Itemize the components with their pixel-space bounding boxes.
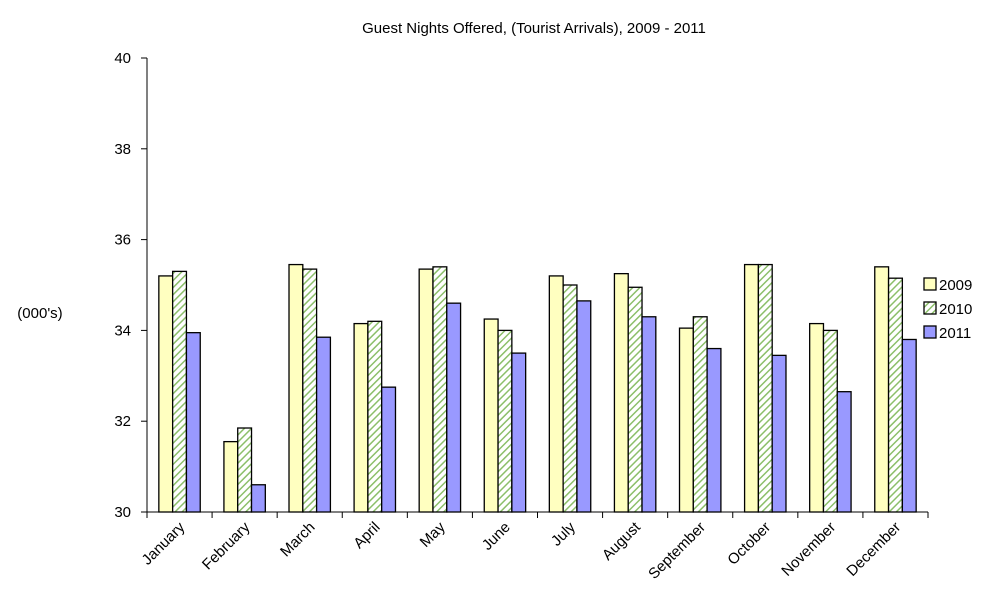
bar-2010-october (757, 263, 773, 513)
bar-2011-january (185, 332, 201, 513)
x-tick-label-november: November (778, 519, 839, 580)
bar-2010-july (562, 284, 578, 513)
bar-2010-december (887, 277, 904, 513)
bar-2011-july (576, 300, 592, 513)
bar-2010-january (171, 270, 188, 513)
legend-label-2010: 2010 (939, 301, 972, 318)
legend-swatch-2010 (923, 301, 937, 315)
bar-2009-july (548, 275, 564, 513)
bar-2009-march (288, 263, 304, 513)
x-tick-label-october: October (724, 519, 774, 569)
bar-2011-may (446, 302, 462, 513)
x-tick-label-september: September (645, 519, 709, 583)
x-tick-label-december: December (843, 519, 904, 580)
bar-2010-june (497, 329, 513, 513)
legend-swatch-2009 (923, 277, 937, 291)
bar-2010-february (237, 427, 253, 513)
bar-2009-december (874, 266, 890, 513)
bars-group (158, 263, 917, 513)
y-tick-label: 40 (114, 50, 131, 67)
x-tick-label-june: June (479, 519, 514, 554)
bar-2011-march (315, 336, 332, 513)
legend-swatch-2011 (923, 325, 937, 339)
bar-2011-february (250, 484, 266, 513)
bar-2011-november (836, 391, 852, 513)
y-axis-label: (000's) (17, 305, 62, 322)
bar-2009-april (353, 322, 369, 513)
bar-2011-december (901, 338, 917, 513)
y-tick-label: 30 (114, 504, 131, 521)
x-tick-label-may: May (417, 518, 449, 550)
y-tick-label: 34 (114, 322, 131, 339)
bar-2009-may (418, 268, 434, 513)
legend: 2009 2010 2011 (923, 277, 972, 342)
bar-2010-august (627, 286, 643, 513)
y-tick-label: 32 (114, 413, 131, 430)
x-tick-label-march: March (277, 519, 318, 560)
x-tick-label-april: April (350, 519, 383, 552)
bar-2011-august (641, 316, 657, 513)
legend-label-2009: 2009 (939, 277, 972, 294)
y-tick-label: 38 (114, 141, 131, 158)
bar-2009-june (483, 318, 499, 513)
x-tick-label-july: July (548, 518, 579, 549)
x-tick-label-january: January (139, 518, 189, 568)
x-tick-label-february: February (199, 518, 254, 573)
y-tick-label: 36 (114, 232, 131, 249)
bar-2011-june (511, 352, 527, 513)
bar-2010-september (692, 316, 708, 513)
bar-2009-october (743, 263, 760, 513)
chart-title: Guest Nights Offered, (Tourist Arrivals)… (362, 20, 706, 37)
bar-2011-september (706, 347, 722, 513)
bar-2011-april (381, 386, 397, 513)
bar-2009-january (158, 275, 174, 513)
bar-2010-may (432, 266, 448, 513)
bar-2009-november (809, 322, 825, 513)
bar-2010-april (367, 320, 383, 513)
bar-2009-august (613, 272, 629, 513)
legend-label-2011: 2011 (939, 325, 971, 342)
bar-2011-october (771, 354, 787, 513)
x-tick-label-august: August (599, 518, 645, 564)
bar-2010-november (822, 329, 838, 513)
bar-2010-march (302, 268, 318, 513)
bar-2009-february (223, 440, 239, 513)
bar-2009-september (678, 327, 694, 513)
